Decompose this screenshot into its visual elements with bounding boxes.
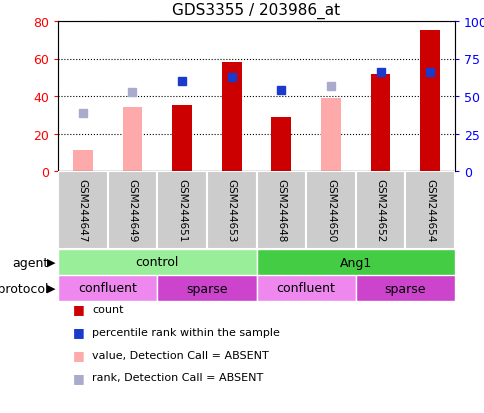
Text: control: control (136, 256, 179, 269)
Text: GSM244650: GSM244650 (325, 179, 335, 242)
Text: value, Detection Call = ABSENT: value, Detection Call = ABSENT (92, 350, 268, 360)
Bar (122, 108, 142, 171)
Bar (157, 171, 207, 249)
Bar (305, 171, 355, 249)
Bar (271, 117, 290, 171)
Bar (355, 275, 454, 301)
Text: confluent: confluent (276, 282, 335, 295)
Bar (58, 275, 157, 301)
Bar (58, 171, 107, 249)
Bar (256, 275, 355, 301)
Text: GSM244654: GSM244654 (424, 179, 434, 242)
Text: ▶: ▶ (47, 283, 56, 293)
Bar (271, 117, 290, 171)
Title: GDS3355 / 203986_at: GDS3355 / 203986_at (172, 3, 340, 19)
Bar (58, 249, 256, 275)
Bar (172, 106, 192, 171)
Text: growth protocol: growth protocol (0, 282, 48, 295)
Text: sparse: sparse (384, 282, 425, 295)
Bar (172, 106, 192, 171)
Bar (256, 249, 454, 275)
Bar (256, 171, 305, 249)
Text: GSM244649: GSM244649 (127, 179, 137, 242)
Text: ■: ■ (73, 303, 84, 316)
Bar (157, 275, 256, 301)
Text: rank, Detection Call = ABSENT: rank, Detection Call = ABSENT (92, 373, 263, 382)
Text: sparse: sparse (186, 282, 227, 295)
Bar (207, 171, 256, 249)
Bar (320, 99, 340, 171)
Text: ■: ■ (73, 325, 84, 338)
Bar (221, 63, 241, 171)
Text: ■: ■ (73, 371, 84, 384)
Bar (355, 171, 405, 249)
Text: Ang1: Ang1 (339, 256, 371, 269)
Bar (73, 151, 92, 171)
Text: percentile rank within the sample: percentile rank within the sample (92, 327, 279, 337)
Text: GSM244651: GSM244651 (177, 179, 187, 242)
Text: GSM244652: GSM244652 (375, 179, 385, 242)
Bar (420, 31, 439, 171)
Text: count: count (92, 304, 123, 314)
Text: GSM244647: GSM244647 (77, 179, 88, 242)
Text: GSM244648: GSM244648 (276, 179, 286, 242)
Bar (107, 171, 157, 249)
Bar (405, 171, 454, 249)
Text: ▶: ▶ (47, 257, 56, 267)
Text: ■: ■ (73, 348, 84, 361)
Bar (370, 74, 390, 171)
Text: agent: agent (12, 256, 48, 269)
Text: confluent: confluent (78, 282, 137, 295)
Text: GSM244653: GSM244653 (226, 179, 236, 242)
